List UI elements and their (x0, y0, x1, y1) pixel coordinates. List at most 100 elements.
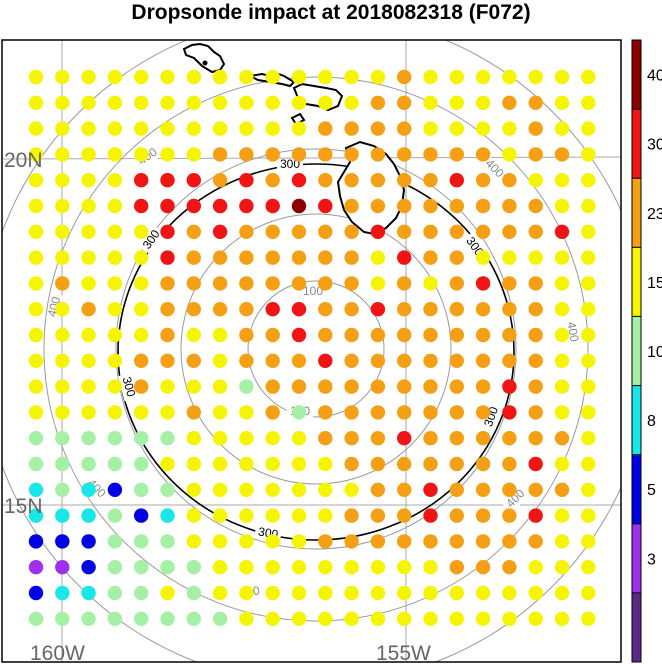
lat-label-15n: 15N (4, 495, 43, 518)
impact-dot (28, 224, 44, 239)
impact-dot (449, 147, 464, 162)
impact-dot (55, 173, 70, 188)
impact-dot (344, 147, 359, 162)
impact-dot (423, 508, 438, 523)
impact-dot (239, 431, 254, 446)
impact-dot (554, 560, 570, 575)
impact-dot (344, 95, 359, 111)
colorbar-tick-label: 23 (647, 206, 662, 223)
impact-dot (265, 302, 280, 317)
impact-dot (397, 69, 412, 85)
impact-dot (107, 147, 123, 162)
impact-dot (528, 534, 543, 549)
impact-dot (370, 198, 386, 214)
impact-dot (160, 482, 175, 497)
impact-dot (423, 173, 438, 188)
impact-dot (186, 405, 201, 420)
impact-dot (370, 224, 386, 239)
impact-dot (212, 431, 228, 446)
impact-dot (134, 198, 149, 214)
impact-dot (344, 173, 359, 188)
contour-300 (117, 163, 515, 541)
contour-label-100: 100 (303, 284, 323, 298)
impact-dot (55, 482, 70, 497)
impact-dot (265, 198, 280, 214)
impact-dot (581, 353, 596, 368)
impact-dot (397, 456, 412, 472)
impact-dot (239, 482, 254, 497)
impact-dot (81, 585, 96, 601)
contour-label-bg (479, 155, 508, 184)
impact-dot (554, 431, 570, 446)
impact-dot (449, 482, 464, 497)
map-frame-bg (2, 40, 621, 662)
impact-dot (28, 482, 44, 497)
impact-dot (528, 302, 543, 317)
impact-dot (212, 95, 228, 111)
impact-dot (449, 585, 464, 601)
impact-dot (55, 353, 70, 368)
impact-dot (475, 611, 491, 626)
impact-dot (370, 379, 386, 394)
contour-label-300: 300 (120, 375, 139, 398)
impact-dot (423, 585, 438, 601)
impact-dot (370, 482, 386, 497)
impact-dot (475, 534, 491, 549)
impact-dot (81, 611, 96, 626)
impact-dot (318, 198, 333, 214)
impact-dot (160, 224, 175, 239)
impact-dot (318, 95, 333, 111)
impact-dot (554, 121, 570, 136)
impact-dot (81, 276, 96, 291)
impact-dot (107, 405, 123, 420)
impact-dot (134, 173, 149, 188)
impact-dot (318, 456, 333, 472)
impact-dot (107, 534, 123, 549)
impact-dot (239, 121, 254, 136)
impact-dot (239, 173, 254, 188)
impact-dot (160, 302, 175, 317)
colorbar (631, 39, 642, 663)
impact-dot (554, 276, 570, 291)
impact-dot (291, 534, 307, 549)
impact-dot (186, 224, 201, 239)
impact-dot (239, 405, 254, 420)
impact-dot (134, 405, 149, 420)
impact-dot (449, 560, 464, 575)
impact-dot (370, 534, 386, 549)
impact-dot (265, 431, 280, 446)
impact-dot (265, 95, 280, 111)
impact-dot (107, 250, 123, 265)
impact-dot (502, 456, 517, 472)
impact-dot (291, 405, 307, 420)
impact-dot (370, 69, 386, 85)
impact-dot (81, 482, 96, 497)
impact-dot (475, 173, 491, 188)
impact-dot (581, 276, 596, 291)
impact-dot (423, 560, 438, 575)
impact-dot (423, 198, 438, 214)
impact-dot (160, 147, 175, 162)
impact-dot (239, 327, 254, 343)
impact-dot (475, 456, 491, 472)
impact-dot (265, 224, 280, 239)
colorbar-segment (632, 523, 641, 594)
impact-dot (160, 405, 175, 420)
impact-dot (291, 482, 307, 497)
impact-dot (265, 482, 280, 497)
impact-dot (134, 431, 149, 446)
impact-dot (449, 379, 464, 394)
impact-dot (423, 95, 438, 111)
impact-dot (554, 534, 570, 549)
impact-dot (423, 69, 438, 85)
impact-dot (397, 276, 412, 291)
impact-dot (134, 302, 149, 317)
impact-dot (81, 224, 96, 239)
impact-dot (134, 327, 149, 343)
impact-dot (318, 173, 333, 188)
lon-label-160w: 160W (30, 642, 85, 664)
impact-dot (160, 327, 175, 343)
impact-dot (449, 456, 464, 472)
impact-dot (291, 147, 307, 162)
